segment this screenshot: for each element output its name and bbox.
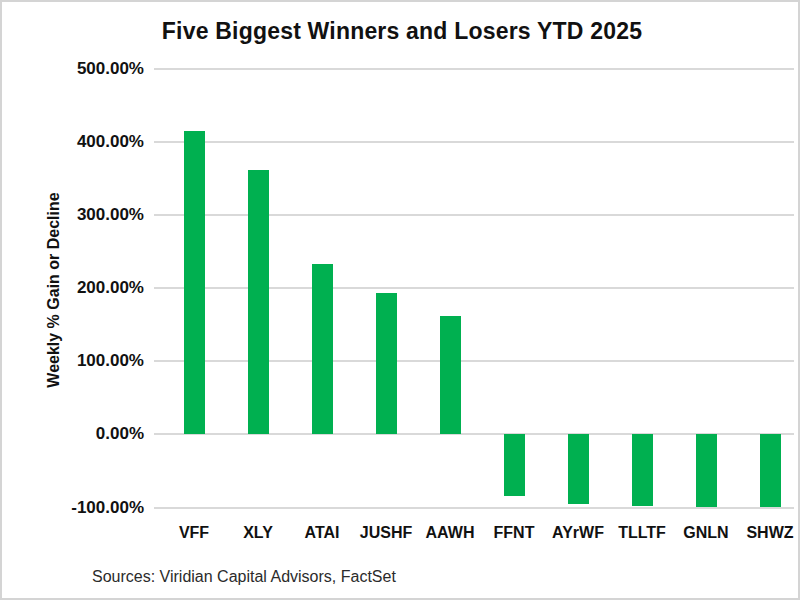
bar-AYrWF <box>568 434 589 503</box>
bar-JUSHF <box>376 293 397 434</box>
chart-title: Five Biggest Winners and Losers YTD 2025 <box>2 18 800 45</box>
bar-AAWH <box>440 316 461 434</box>
y-tick-label: 400.00% <box>24 132 144 152</box>
y-tick-label: 100.00% <box>24 351 144 371</box>
gridline <box>154 141 794 143</box>
source-note: Sources: Viridian Capital Advisors, Fact… <box>92 568 396 586</box>
bar-SHWZ <box>760 434 781 507</box>
gridline <box>154 68 794 70</box>
x-tick-label-SHWZ: SHWZ <box>730 524 800 542</box>
y-tick-label: 500.00% <box>24 59 144 79</box>
bar-TLLTF <box>632 434 653 506</box>
bar-GNLN <box>696 434 717 507</box>
bar-ATAI <box>312 264 333 434</box>
y-tick-label: 0.00% <box>24 424 144 444</box>
bar-VFF <box>184 131 205 434</box>
y-tick-label: 200.00% <box>24 278 144 298</box>
chart-canvas: Five Biggest Winners and Losers YTD 2025… <box>0 0 800 600</box>
bar-XLY <box>248 170 269 435</box>
y-tick-label: -100.00% <box>24 498 144 518</box>
y-tick-label: 300.00% <box>24 205 144 225</box>
bar-FFNT <box>504 434 525 495</box>
